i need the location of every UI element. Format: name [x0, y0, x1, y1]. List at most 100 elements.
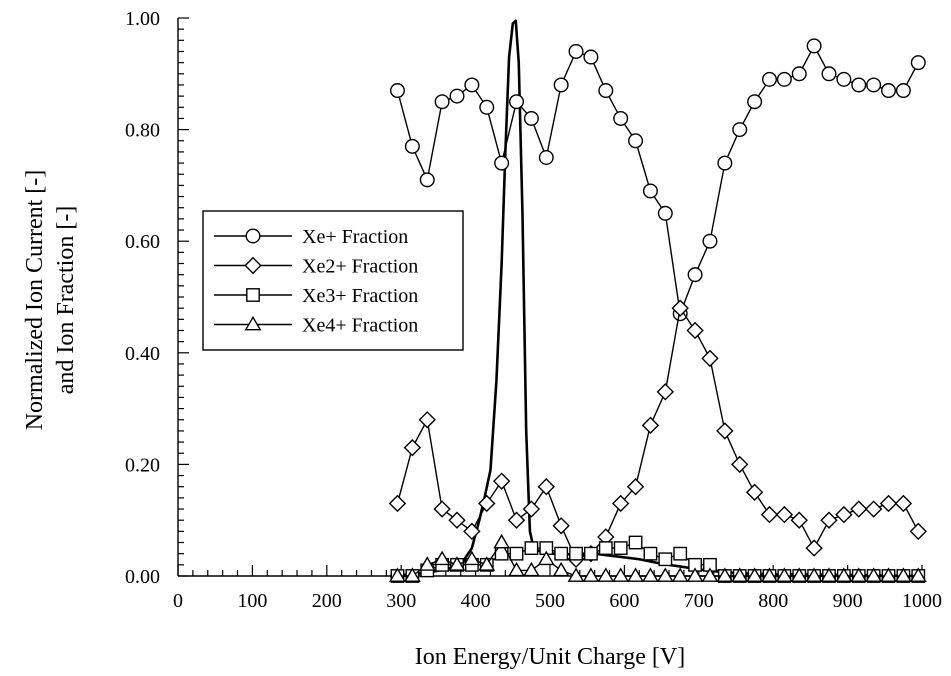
x-tick-label: 1000: [902, 590, 942, 612]
xe2plus-fraction-point: [611, 494, 630, 513]
xeplus-fraction-point: [389, 83, 405, 99]
y-tick-label: 0.40: [125, 343, 160, 365]
xe2plus-fraction-series: [388, 299, 927, 568]
xe4plus-fraction-point: [850, 567, 868, 582]
xe4plus-fraction-point: [671, 567, 689, 582]
xeplus-fraction-point: [895, 83, 911, 99]
xe4plus-fraction-point: [582, 567, 600, 582]
xe2plus-fraction-point: [418, 411, 436, 429]
xeplus-fraction-point: [642, 183, 658, 199]
legend: Xe+ Fraction Xe2+ Fraction Xe3+ Fraction Xe…: [202, 210, 464, 351]
xe2plus-fraction-point: [909, 522, 927, 541]
xe4plus-fraction-point: [403, 567, 421, 582]
legend-square-marker: [246, 288, 260, 302]
xe4plus-fraction-point: [508, 561, 525, 577]
xe4plus-fraction-point: [612, 567, 630, 582]
x-tick-label: 700: [684, 590, 714, 612]
xeplus-fraction-point: [583, 49, 599, 65]
xe2plus-fraction-point: [671, 299, 689, 317]
xe4plus-fraction-point: [463, 550, 481, 566]
xe2plus-fraction-point: [463, 522, 481, 541]
xe2plus-fraction-point: [835, 505, 853, 524]
xeplus-fraction-point: [568, 43, 584, 59]
y-tick-label: 0.80: [125, 120, 160, 142]
xe4plus-fraction-point: [835, 567, 853, 582]
legend-diamond-marker: [244, 256, 262, 275]
xe2plus-fraction-point: [716, 422, 734, 440]
x-tick-label: 100: [237, 590, 267, 612]
xe3plus-fraction-point: [613, 541, 628, 556]
xe4plus-fraction-point: [894, 567, 912, 582]
xe4plus-fraction-point: [418, 556, 436, 571]
xeplus-fraction-series: [389, 38, 926, 322]
xe2plus-fraction-point: [745, 483, 764, 501]
xe4plus-fraction-point: [775, 567, 793, 582]
x-tick-label: 0: [173, 590, 183, 612]
xe2plus-fraction-point: [626, 478, 645, 496]
xe4plus-fraction-series: [389, 533, 927, 582]
xe2plus-fraction-point: [805, 539, 823, 557]
xe2plus-fraction-line: [396, 307, 919, 560]
xe2plus-fraction-point: [448, 511, 466, 529]
x-tick-label: 300: [386, 590, 416, 612]
y-tick-label: 0.60: [125, 231, 160, 253]
legend-label: Xe4+ Fraction: [302, 315, 418, 337]
xe4plus-fraction-point: [627, 567, 644, 582]
xe4plus-fraction-point: [537, 550, 555, 566]
xe4plus-fraction-point: [567, 567, 585, 582]
xe2plus-fraction-point: [701, 349, 719, 368]
xe2plus-fraction-point: [478, 494, 496, 513]
xeplus-fraction-point: [538, 149, 554, 165]
xe3plus-fraction-point: [598, 541, 613, 556]
normalized-ion-current-line: [389, 19, 923, 578]
xe2plus-fraction-point: [656, 383, 675, 401]
xeplus-fraction-point: [747, 94, 763, 110]
xe2plus-fraction-point: [433, 500, 451, 518]
xe3plus-fraction-point: [509, 546, 524, 561]
xe4plus-fraction-point: [761, 567, 778, 582]
y-axis-label-line-2: and Ion Fraction [-]: [53, 206, 79, 395]
x-tick-label: 500: [535, 590, 565, 612]
xe4plus-fraction-point: [790, 567, 808, 582]
xe4plus-fraction-point: [731, 567, 749, 582]
xeplus-fraction-point: [806, 38, 822, 54]
xeplus-fraction-point: [881, 83, 897, 99]
xeplus-fraction-point: [523, 110, 539, 126]
xe2plus-fraction-point: [686, 321, 704, 340]
xe2plus-fraction-point: [879, 494, 898, 513]
xeplus-fraction-point: [509, 94, 525, 110]
xeplus-fraction-point: [702, 233, 718, 249]
legend-label: Xe+ Fraction: [302, 226, 408, 248]
xe2plus-fraction-point: [760, 505, 779, 524]
xeplus-fraction-point: [821, 66, 837, 82]
xeplus-fraction-point: [404, 138, 420, 154]
xeplus-fraction-point: [866, 77, 882, 93]
xeplus-fraction-point: [553, 77, 569, 93]
xeplus-fraction-point: [732, 122, 748, 138]
xe4plus-fraction-point: [448, 556, 466, 571]
xe4plus-fraction-point: [686, 567, 704, 582]
ion-current-curve-layer: [389, 19, 923, 578]
xe3plus-fraction-point: [569, 546, 583, 561]
xeplus-fraction-point: [776, 71, 792, 87]
xeplus-fraction-point: [791, 66, 807, 82]
legend-label: Xe3+ Fraction: [302, 285, 418, 307]
xe2plus-fraction-point: [820, 511, 838, 529]
xe4plus-fraction-point: [865, 567, 883, 582]
xe2plus-fraction-point: [775, 505, 794, 524]
xe4plus-fraction-point: [746, 567, 764, 582]
xe2plus-fraction-point: [731, 455, 749, 474]
y-tick-label: 0.20: [125, 454, 160, 476]
legend-label: Xe2+ Fraction: [302, 256, 418, 278]
xe2plus-fraction-point: [850, 500, 868, 518]
xeplus-fraction-point: [434, 94, 450, 110]
legend-circle-marker: [245, 228, 261, 244]
xeplus-fraction-point: [687, 267, 703, 283]
xeplus-fraction-point: [449, 88, 465, 104]
xeplus-fraction-point: [464, 77, 480, 93]
xe4plus-fraction-point: [433, 550, 451, 566]
x-axis-label: Ion Energy/Unit Charge [V]: [415, 644, 685, 670]
xe2plus-fraction-point: [522, 500, 541, 518]
xe3plus-fraction-point: [554, 546, 569, 561]
